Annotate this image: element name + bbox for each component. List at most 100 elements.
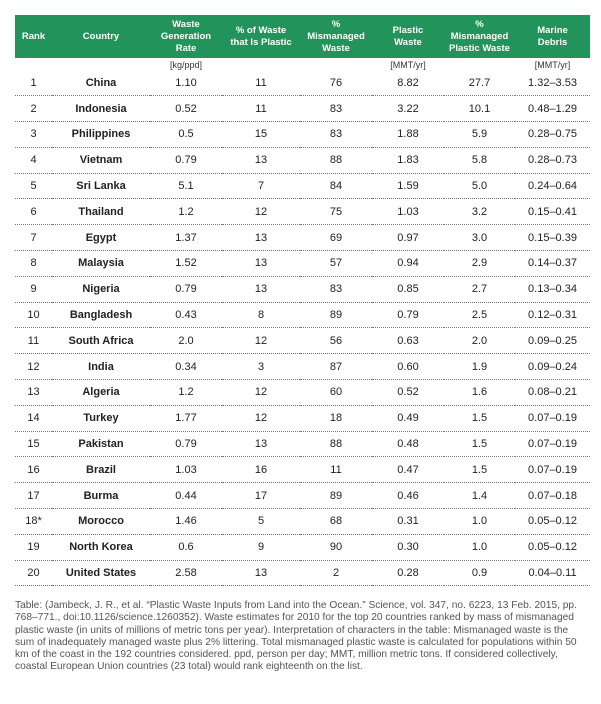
table-cell: 1.2	[150, 379, 222, 406]
table-cell: 1.59	[372, 173, 444, 200]
table-row: 15 Pakistan 0.79 13 88 0.48 1.5 0.07–0.19	[15, 431, 590, 458]
table-cell: 83	[300, 95, 372, 123]
table-cell: 2	[15, 95, 52, 123]
table-cell: 3	[222, 353, 300, 381]
table-cell: 13	[222, 276, 300, 303]
table-cell: 16	[222, 456, 300, 484]
table-cell: 12	[222, 379, 300, 406]
table-cell: 2.5	[444, 302, 515, 329]
unit-label	[300, 58, 372, 70]
table-cell: 0.05–0.12	[515, 534, 590, 561]
table-cell: 0.9	[444, 560, 515, 587]
table-row: 10 Bangladesh 0.43 8 89 0.79 2.5 0.12–0.31	[15, 302, 590, 329]
table-cell: 13	[15, 379, 52, 406]
table-row: 12 India 0.34 3 87 0.60 1.9 0.09–0.24	[15, 353, 590, 381]
table-row: 1 China 1.10 11 76 8.82 27.7 1.32–3.53	[15, 70, 590, 97]
table-cell: 0.14–0.37	[515, 250, 590, 277]
table-cell: 0.07–0.18	[515, 482, 590, 510]
table-cell: 9	[222, 534, 300, 561]
column-header: Waste Generation Rate	[150, 15, 222, 58]
table-cell: 11	[300, 456, 372, 484]
table-cell: 69	[300, 224, 372, 252]
table-cell: 12	[15, 353, 52, 381]
table-row: 13 Algeria 1.2 12 60 0.52 1.6 0.08–0.21	[15, 379, 590, 406]
table-cell: 8.82	[372, 70, 444, 97]
table-body: [kg/ppd] [MMT/yr] [MMT/yr] 1 China 1.10 11 76 8.…	[15, 58, 590, 587]
table-cell: 88	[300, 431, 372, 458]
table-cell: 0.15–0.41	[515, 198, 590, 226]
table-cell: 0.15–0.39	[515, 224, 590, 252]
table-cell: 3.22	[372, 95, 444, 123]
country-cell: Sri Lanka	[52, 173, 150, 200]
country-cell: Morocco	[52, 508, 150, 535]
table-cell: 1	[15, 70, 52, 97]
table-cell: 89	[300, 482, 372, 510]
table-cell: 18*	[15, 508, 52, 535]
table-cell: 0.04–0.11	[515, 560, 590, 587]
table-cell: 5	[15, 173, 52, 200]
country-cell: Egypt	[52, 224, 150, 252]
table-cell: 1.9	[444, 353, 515, 381]
table-cell: 88	[300, 147, 372, 174]
table-cell: 0.48	[372, 431, 444, 458]
table-row: 3 Philippines 0.5 15 83 1.88 5.9 0.28–0.75	[15, 121, 590, 148]
table-cell: 0.79	[150, 431, 222, 458]
table-cell: 0.12–0.31	[515, 302, 590, 329]
table-row: 2 Indonesia 0.52 11 83 3.22 10.1 0.48–1.29	[15, 95, 590, 123]
unit-label: [MMT/yr]	[390, 60, 426, 70]
table-cell: 1.2	[150, 198, 222, 226]
table-cell: 0.09–0.25	[515, 327, 590, 355]
unit-label: [MMT/yr]	[534, 60, 571, 70]
table-cell: 1.10	[150, 70, 222, 97]
table-cell: 1.77	[150, 405, 222, 432]
table-cell: 1.37	[150, 224, 222, 252]
table-cell: 0.94	[372, 250, 444, 277]
column-header: Country	[52, 15, 150, 58]
table-row: 4 Vietnam 0.79 13 88 1.83 5.8 0.28–0.73	[15, 147, 590, 174]
table-cell: 0.52	[150, 95, 222, 123]
table-cell: 60	[300, 379, 372, 406]
table-cell: 2.58	[150, 560, 222, 587]
table-cell: 0.43	[150, 302, 222, 329]
table-cell: 0.30	[372, 534, 444, 561]
table-cell: 15	[222, 121, 300, 148]
column-header: % Mismanaged Plastic Waste	[444, 15, 515, 58]
table-cell: 2	[300, 560, 372, 587]
table-cell: 10.1	[444, 95, 515, 123]
column-header: % of Waste that Is Plastic	[222, 15, 300, 58]
table-cell: 2.0	[150, 327, 222, 355]
table-cell: 0.5	[150, 121, 222, 148]
table-cell: 13	[222, 224, 300, 252]
table-row: 19 North Korea 0.6 9 90 0.30 1.0 0.05–0.12	[15, 534, 590, 561]
table-cell: 12	[222, 198, 300, 226]
unit-label	[222, 58, 300, 70]
table-cell: 0.24–0.64	[515, 173, 590, 200]
table-cell: 0.28	[372, 560, 444, 587]
table-cell: 0.48–1.29	[515, 95, 590, 123]
table-cell: 0.28–0.75	[515, 121, 590, 148]
table-cell: 0.79	[150, 147, 222, 174]
table-cell: 0.13–0.34	[515, 276, 590, 303]
waste-table: Rank Country Waste Generation Rate% of Was…	[15, 15, 590, 587]
table-cell: 0.44	[150, 482, 222, 510]
table-row: 6 Thailand 1.2 12 75 1.03 3.2 0.15–0.41	[15, 198, 590, 226]
country-cell: India	[52, 353, 150, 381]
table-cell: 12	[222, 405, 300, 432]
table-cell: 1.03	[150, 456, 222, 484]
unit-label	[52, 58, 150, 70]
table-cell: 13	[222, 431, 300, 458]
table-cell: 0.97	[372, 224, 444, 252]
table-cell: 1.6	[444, 379, 515, 406]
table-cell: 0.63	[372, 327, 444, 355]
table-cell: 1.5	[444, 456, 515, 484]
column-header: Plastic Waste	[372, 15, 444, 58]
table-cell: 0.49	[372, 405, 444, 432]
table-cell: 1.32–3.53	[515, 70, 590, 97]
table-cell: 2.7	[444, 276, 515, 303]
column-header: Rank	[15, 15, 52, 58]
table-cell: 0.31	[372, 508, 444, 535]
table-cell: 9	[15, 276, 52, 303]
table-cell: 17	[222, 482, 300, 510]
country-cell: South Africa	[52, 327, 150, 355]
country-cell: Thailand	[52, 198, 150, 226]
